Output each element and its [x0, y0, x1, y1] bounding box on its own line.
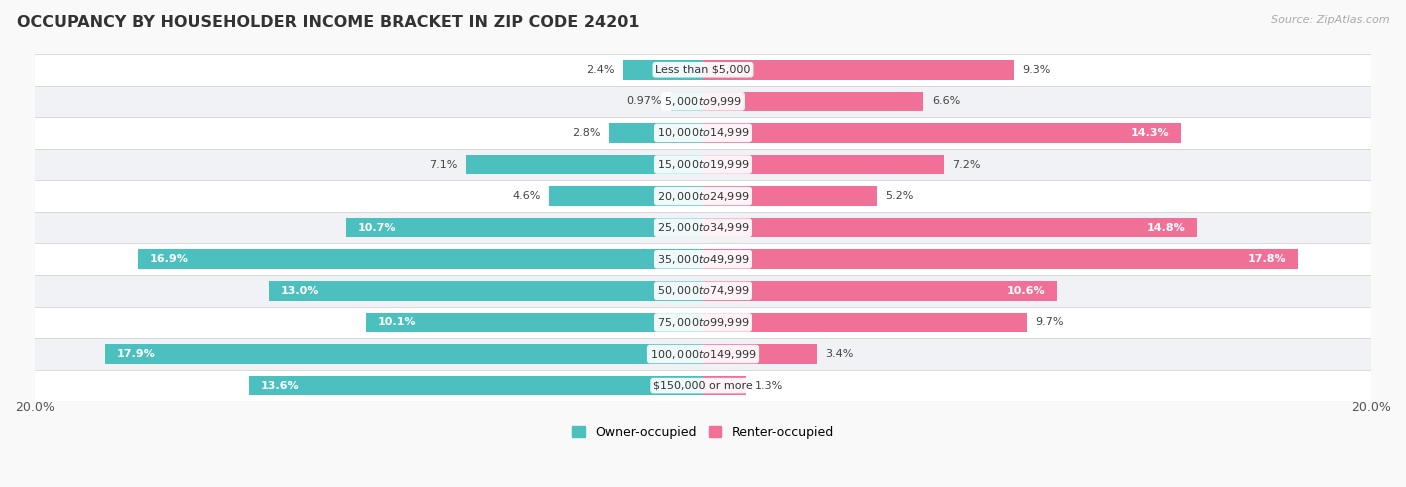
- Bar: [269, 281, 703, 300]
- Bar: [35, 370, 1371, 401]
- Text: $50,000 to $74,999: $50,000 to $74,999: [657, 284, 749, 298]
- Text: 0.97%: 0.97%: [627, 96, 662, 106]
- Text: $35,000 to $49,999: $35,000 to $49,999: [657, 253, 749, 266]
- Bar: [35, 149, 1371, 180]
- Bar: [703, 249, 1298, 269]
- Text: 20.0%: 20.0%: [1351, 401, 1391, 414]
- Text: 13.6%: 13.6%: [260, 381, 299, 391]
- Text: 4.6%: 4.6%: [513, 191, 541, 201]
- Bar: [609, 123, 703, 143]
- Bar: [35, 244, 1371, 275]
- Bar: [35, 212, 1371, 244]
- Text: 17.8%: 17.8%: [1247, 254, 1286, 264]
- Bar: [623, 60, 703, 79]
- Text: $20,000 to $24,999: $20,000 to $24,999: [657, 189, 749, 203]
- Text: 7.1%: 7.1%: [429, 160, 457, 169]
- Text: 16.9%: 16.9%: [150, 254, 188, 264]
- Bar: [671, 92, 703, 111]
- Bar: [703, 281, 1057, 300]
- Bar: [35, 54, 1371, 86]
- Text: 2.8%: 2.8%: [572, 128, 602, 138]
- Text: 9.7%: 9.7%: [1035, 318, 1064, 327]
- Text: 10.6%: 10.6%: [1007, 286, 1046, 296]
- Text: 14.8%: 14.8%: [1147, 223, 1185, 233]
- Text: $100,000 to $149,999: $100,000 to $149,999: [650, 348, 756, 360]
- Text: OCCUPANCY BY HOUSEHOLDER INCOME BRACKET IN ZIP CODE 24201: OCCUPANCY BY HOUSEHOLDER INCOME BRACKET …: [17, 15, 640, 30]
- Bar: [35, 86, 1371, 117]
- Text: Source: ZipAtlas.com: Source: ZipAtlas.com: [1271, 15, 1389, 25]
- Bar: [138, 249, 703, 269]
- Bar: [703, 187, 877, 206]
- Bar: [35, 307, 1371, 338]
- Bar: [366, 313, 703, 332]
- Bar: [703, 60, 1014, 79]
- Bar: [703, 123, 1181, 143]
- Text: 10.7%: 10.7%: [357, 223, 395, 233]
- Bar: [703, 313, 1026, 332]
- Bar: [35, 180, 1371, 212]
- Bar: [35, 338, 1371, 370]
- Bar: [703, 92, 924, 111]
- Bar: [550, 187, 703, 206]
- Text: $5,000 to $9,999: $5,000 to $9,999: [664, 95, 742, 108]
- Text: 14.3%: 14.3%: [1130, 128, 1168, 138]
- Bar: [703, 344, 817, 364]
- Bar: [249, 376, 703, 395]
- Text: 3.4%: 3.4%: [825, 349, 853, 359]
- Bar: [703, 155, 943, 174]
- Bar: [105, 344, 703, 364]
- Text: $25,000 to $34,999: $25,000 to $34,999: [657, 221, 749, 234]
- Text: 17.9%: 17.9%: [117, 349, 156, 359]
- Text: $75,000 to $99,999: $75,000 to $99,999: [657, 316, 749, 329]
- Text: 9.3%: 9.3%: [1022, 65, 1050, 75]
- Legend: Owner-occupied, Renter-occupied: Owner-occupied, Renter-occupied: [568, 421, 838, 444]
- Bar: [703, 218, 1198, 238]
- Text: 5.2%: 5.2%: [884, 191, 914, 201]
- Text: 10.1%: 10.1%: [377, 318, 416, 327]
- Text: 20.0%: 20.0%: [15, 401, 55, 414]
- Bar: [35, 275, 1371, 307]
- Text: 6.6%: 6.6%: [932, 96, 960, 106]
- Text: Less than $5,000: Less than $5,000: [655, 65, 751, 75]
- Bar: [346, 218, 703, 238]
- Bar: [465, 155, 703, 174]
- Bar: [35, 117, 1371, 149]
- Text: 7.2%: 7.2%: [952, 160, 980, 169]
- Bar: [703, 376, 747, 395]
- Text: $15,000 to $19,999: $15,000 to $19,999: [657, 158, 749, 171]
- Text: 2.4%: 2.4%: [586, 65, 614, 75]
- Text: $10,000 to $14,999: $10,000 to $14,999: [657, 127, 749, 139]
- Text: $150,000 or more: $150,000 or more: [654, 381, 752, 391]
- Text: 1.3%: 1.3%: [755, 381, 783, 391]
- Text: 13.0%: 13.0%: [280, 286, 319, 296]
